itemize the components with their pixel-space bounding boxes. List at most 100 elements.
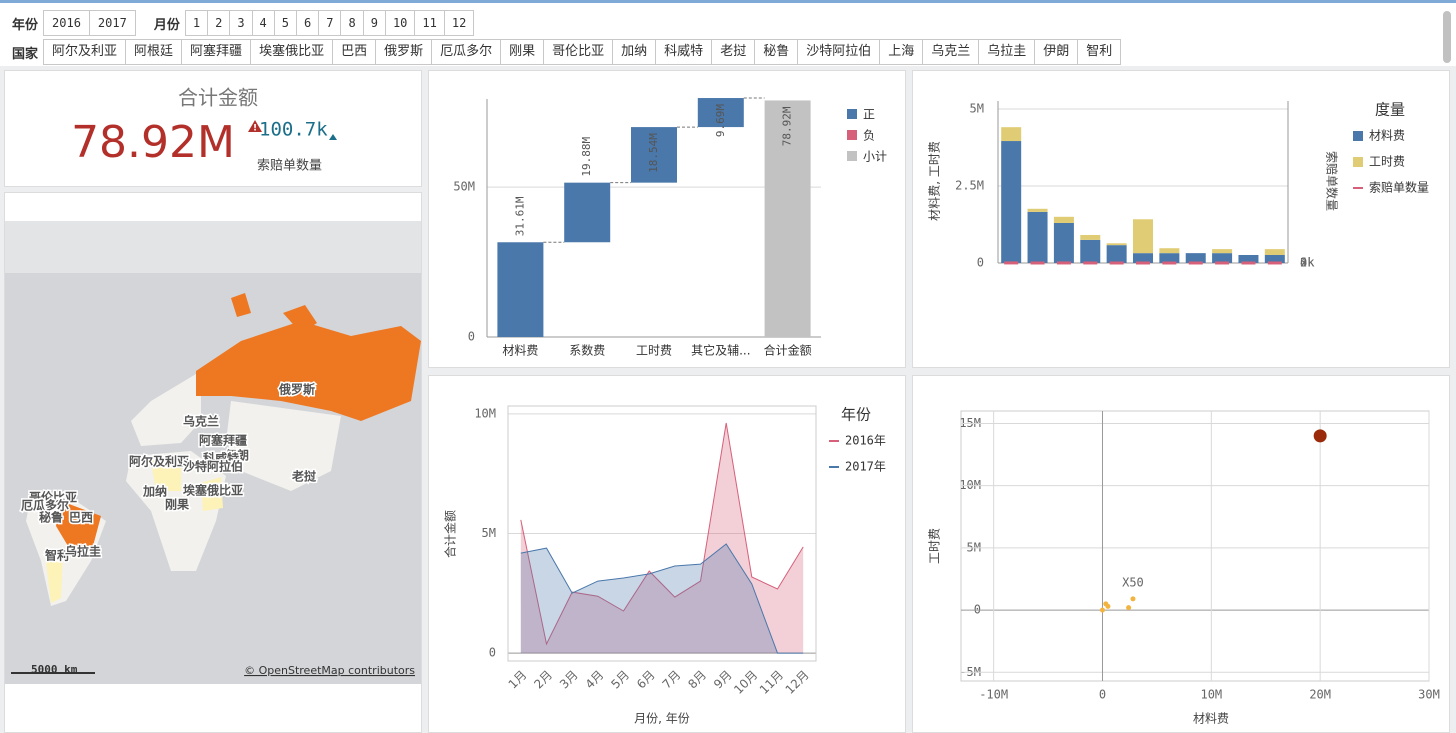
legend-label: 正	[863, 108, 875, 122]
x-tick-label: 20M	[1309, 688, 1331, 702]
kpi: 合计金额 78.92M ! 100.7k 索赔单数量	[71, 86, 337, 174]
legend-label: 负	[863, 129, 875, 143]
land	[126, 451, 226, 571]
country-button[interactable]: 科威特	[655, 39, 713, 65]
year-button[interactable]: 2017	[88, 10, 136, 36]
kpi-value: 78.92M	[71, 117, 235, 168]
map: 5000 km © OpenStreetMap contributors 俄罗斯…	[5, 221, 421, 684]
country-button[interactable]: 阿根廷	[125, 39, 183, 65]
map-label: 厄瓜多尔	[21, 498, 69, 513]
country-button[interactable]: 秘鲁	[754, 39, 799, 65]
country-button[interactable]: 巴西	[332, 39, 377, 65]
land	[226, 401, 341, 491]
filter-row: 年份 2016 2017 月份 1 2 3 4 5 6 7 8 9 10 11 12	[0, 10, 475, 36]
country-button[interactable]: 老挝	[711, 39, 756, 65]
kpi-secondary-value: 100.7k	[259, 119, 328, 141]
land	[131, 371, 201, 446]
y-axis-label: 合计金额	[443, 510, 458, 558]
country-button[interactable]: 乌克兰	[922, 39, 980, 65]
country-button[interactable]: 加纳	[612, 39, 657, 65]
chart-panel: 0 2.5M 5M 0 2k 4k 材料费, 工时费 索赔单数量 度量 材料费 工时费 索赔单数量	[912, 70, 1450, 368]
x-tick-label: 合计金额	[764, 343, 812, 358]
scrollbar[interactable]	[1443, 11, 1451, 63]
bar	[1159, 248, 1180, 254]
point-label: X50	[1122, 575, 1144, 589]
month-button[interactable]: 8	[340, 10, 364, 36]
country-button[interactable]: 刚果	[500, 39, 545, 65]
series-line	[520, 422, 804, 646]
legend-label: 材料费	[1369, 129, 1405, 143]
bar	[1212, 253, 1233, 263]
country-button[interactable]: 沙特阿拉伯	[797, 39, 881, 65]
value-label: 18.54M	[647, 133, 660, 173]
x-tick-label: 10月	[731, 668, 760, 697]
country-button[interactable]: 智利	[1077, 39, 1122, 65]
country-button[interactable]: 哥伦比亚	[543, 39, 614, 65]
y-tick-label: 0	[1300, 256, 1307, 270]
area-fill	[520, 544, 804, 654]
point	[1105, 603, 1111, 609]
x-tick-label: 1月	[506, 668, 530, 692]
country-button[interactable]: 伊朗	[1034, 39, 1079, 65]
month-button[interactable]: 12	[443, 10, 475, 36]
filter-label: 年份	[12, 17, 39, 33]
plot-frame	[507, 405, 817, 662]
bar	[1027, 211, 1048, 263]
y-tick-label: 2.5M	[955, 179, 984, 193]
month-button[interactable]: 6	[296, 10, 320, 36]
x-tick-label: 30M	[1418, 688, 1440, 702]
country-button[interactable]: 阿尔及利亚	[43, 39, 127, 65]
bar	[764, 100, 811, 338]
month-button[interactable]: 10	[384, 10, 416, 36]
month-button[interactable]: 4	[251, 10, 275, 36]
y-tick-label: 0	[468, 330, 475, 344]
waterfall-chart: 0 50M 31.61M 材料费 19.88M 系数费 18.54M 工时费 9.69M 其它及辅…	[453, 97, 887, 358]
bar	[1053, 222, 1074, 263]
month-button[interactable]: 9	[362, 10, 386, 36]
month-button[interactable]: 7	[318, 10, 342, 36]
point	[1126, 605, 1132, 611]
country-button[interactable]: 埃塞俄比亚	[250, 39, 334, 65]
warning-glyph: !	[253, 124, 257, 134]
plot-frame	[960, 410, 1430, 682]
y-tick-label: 0	[977, 256, 984, 270]
map-attribution[interactable]: © OpenStreetMap contributors	[244, 664, 415, 677]
month-button[interactable]: 11	[414, 10, 445, 36]
legend-label: 2017年	[845, 460, 886, 474]
map-label: 老挝	[292, 469, 317, 484]
x-tick-label: 8月	[685, 668, 709, 692]
chart-panel: 0 5M 10M 2016年 2017年 1月 2月 3月 4月 5月 6月 7月 8月 9月 10月 11月…	[428, 375, 906, 733]
month-button[interactable]: 5	[273, 10, 298, 36]
y-axis-label: 材料费, 工时费	[928, 141, 942, 221]
map-panel: 5000 km © OpenStreetMap contributors 俄罗斯…	[4, 192, 422, 733]
country	[45, 553, 63, 603]
filter-row: 国家 阿尔及利亚 阿根廷 阿塞拜疆 埃塞俄比亚 巴西 俄罗斯 厄瓜多尔 刚果 哥伦比亚 加纳 科威特老…	[0, 39, 1122, 65]
legend-swatch	[847, 151, 857, 161]
month-button[interactable]: 2	[207, 10, 231, 36]
map-label: 巴西	[69, 511, 93, 525]
x-tick-label: 0	[1099, 688, 1106, 702]
bar	[1106, 245, 1127, 263]
map-label: 乌拉圭	[65, 544, 101, 559]
country-button[interactable]: 厄瓜多尔	[431, 39, 502, 65]
country-button[interactable]: 乌拉圭	[978, 39, 1036, 65]
month-button[interactable]: 1	[184, 10, 209, 36]
map-sky	[5, 221, 421, 273]
country	[56, 501, 101, 551]
country-button[interactable]: 俄罗斯	[375, 39, 433, 65]
x-tick-label: 11月	[757, 668, 786, 697]
map-label: 智利	[44, 548, 69, 563]
y-tick-label: -5M	[959, 665, 981, 679]
country-button[interactable]: 上海	[879, 39, 924, 65]
month-button[interactable]: 3	[229, 10, 253, 36]
bar	[697, 98, 744, 128]
country-button[interactable]: 阿塞拜疆	[181, 39, 252, 65]
map-label: 俄罗斯	[278, 382, 315, 397]
x-tick-label: 材料费	[502, 344, 538, 358]
year-button[interactable]: 2016	[43, 10, 90, 36]
bar	[1159, 253, 1180, 263]
